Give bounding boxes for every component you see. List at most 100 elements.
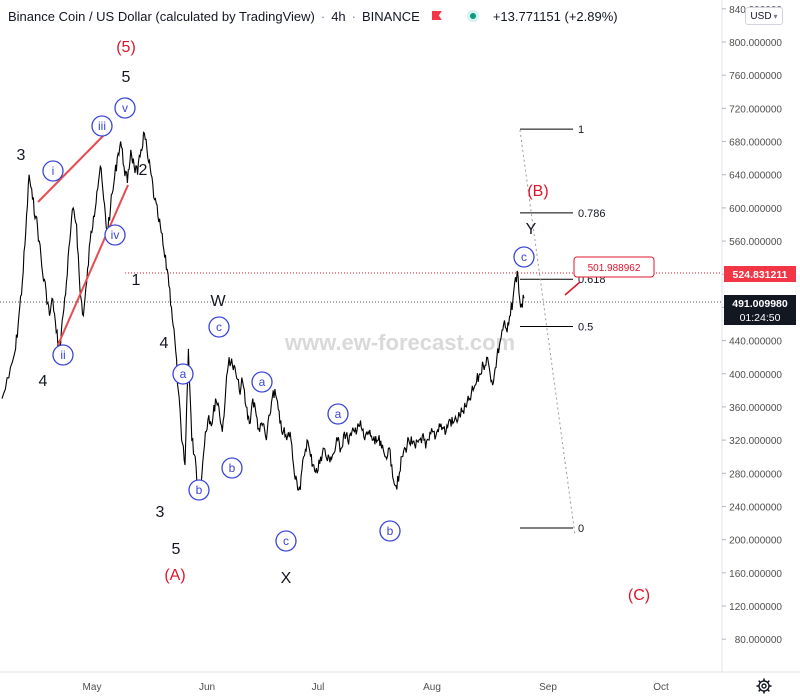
wave-label-black: X (281, 570, 292, 587)
wave-label-black: 3 (156, 504, 165, 521)
fib-trend-line (519, 129, 576, 536)
svg-text:b: b (229, 461, 236, 475)
wave-label-circled: c (208, 316, 230, 338)
callout-box (573, 256, 655, 278)
wave-label-black: 3 (17, 147, 26, 164)
wave-label-black: W (210, 293, 226, 310)
price-tick-label: 280.000000 (729, 469, 782, 480)
wave-label-red: (5) (116, 39, 136, 56)
svg-text:v: v (122, 101, 128, 115)
svg-text:c: c (521, 250, 527, 264)
last-price-tag (724, 295, 796, 325)
wave-label-circled: v (114, 97, 136, 119)
wave-label-black: 1 (132, 272, 141, 289)
callout-arrow (564, 281, 581, 296)
interval-label[interactable]: 4h (331, 8, 346, 24)
wave-label-black: 4 (39, 373, 48, 390)
target-price-tag (724, 266, 796, 282)
price-tick-label: 80.000000 (735, 635, 783, 646)
wave-label-circled: a (172, 363, 194, 385)
price-tick-label: 640.000000 (729, 171, 782, 182)
chevron-down-icon: ▾ (773, 11, 778, 21)
fib-level-label: 0.5 (578, 321, 593, 333)
wave-label-black: 2 (139, 162, 148, 179)
symbol-title[interactable]: Binance Coin / US Dollar (calculated by … (8, 8, 315, 24)
header-separator: · (320, 8, 326, 24)
price-tick-label: 800.000000 (729, 38, 782, 49)
svg-text:a: a (259, 375, 266, 389)
price-tick-label: 560.000000 (729, 237, 782, 248)
price-tick-label: 120.000000 (729, 602, 782, 613)
header-separator: · (351, 8, 357, 24)
price-tick-label: 680.000000 (729, 138, 782, 149)
wave-trendline-lower (57, 184, 129, 346)
price-axis[interactable]: 80.000000 120.000000 160.000000 200.000000 2… (722, 5, 782, 646)
time-tick-label: Oct (653, 682, 669, 693)
price-line (1, 131, 525, 499)
svg-text:i: i (52, 164, 55, 178)
wave-label-circled: c (513, 246, 535, 268)
price-tick-label: 320.000000 (729, 436, 782, 447)
fib-level-label: 0.786 (578, 208, 606, 220)
wave-label-black: 5 (172, 541, 181, 558)
fib-level-label: 0 (578, 523, 584, 535)
exchange-label: BINANCE (362, 8, 420, 24)
wave-label-circled: iv (104, 224, 126, 246)
wave-label-circled: b (379, 520, 401, 542)
wave-label-circled: ii (52, 344, 74, 366)
watermark-text: www.ew-forecast.com (284, 330, 515, 355)
wave-label-circled: b (188, 479, 210, 501)
price-tick-label: 200.000000 (729, 536, 782, 547)
currency-value: USD (750, 10, 772, 22)
price-tick-label: 440.000000 (729, 337, 782, 348)
wave-label-red: (A) (164, 567, 185, 584)
svg-text:iv: iv (111, 228, 120, 242)
time-axis[interactable]: May Jun Jul Aug Sep Oct (83, 682, 669, 693)
time-tick-label: Sep (539, 682, 557, 693)
wave-label-circled: a (251, 371, 273, 393)
time-tick-label: Aug (423, 682, 441, 693)
svg-text:c: c (283, 534, 289, 548)
price-tick-label: 760.000000 (729, 71, 782, 82)
market-status-icon[interactable] (466, 10, 479, 22)
callout-value: 501.988962 (588, 263, 641, 274)
time-tick-label: May (83, 682, 102, 693)
time-tick-label: Jul (312, 682, 325, 693)
wave-label-black: 5 (122, 69, 131, 86)
wave-label-circled: i (42, 160, 64, 182)
wave-label-circled: iii (91, 115, 113, 137)
gear-icon[interactable] (756, 678, 772, 694)
wave-label-circled: a (327, 403, 349, 425)
svg-text:iii: iii (98, 119, 106, 133)
price-tick-label: 240.000000 (729, 502, 782, 513)
wave-label-red: (B) (527, 183, 548, 200)
price-tick-label: 360.000000 (729, 403, 782, 414)
svg-text:ii: ii (60, 348, 65, 362)
wave-label-black: 4 (160, 335, 169, 352)
chart-header: Binance Coin / US Dollar (calculated by … (8, 6, 618, 26)
wave-label-circled: c (275, 530, 297, 552)
price-change: +13.771151 (+2.89%) (492, 8, 618, 24)
wave-labels: (5)(A)(B)(C)53421435WXYiiiiiiivvabcabcab… (17, 39, 651, 604)
svg-text:b: b (387, 524, 394, 538)
wave-trendline-upper (37, 134, 105, 203)
price-tick-label: 160.000000 (729, 569, 782, 580)
last-price-text: 491.009980 (732, 298, 788, 310)
flag-icon[interactable] (432, 11, 443, 21)
price-tick-label: 600.000000 (729, 204, 782, 215)
svg-text:b: b (196, 483, 203, 497)
wave-label-black: Y (526, 221, 537, 238)
wave-label-circled: b (221, 457, 243, 479)
svg-text:a: a (180, 367, 187, 381)
price-tick-label: 720.000000 (729, 104, 782, 115)
time-tick-label: Jun (199, 682, 215, 693)
countdown-text: 01:24:50 (740, 312, 781, 324)
price-tick-label: 400.000000 (729, 370, 782, 381)
svg-text:a: a (335, 407, 342, 421)
wave-label-red: (C) (628, 587, 650, 604)
target-price-text: 524.831211 (733, 269, 788, 281)
fib-level-label: 1 (578, 124, 584, 136)
currency-selector[interactable]: USD ▾ (745, 7, 783, 25)
svg-text:c: c (216, 320, 222, 334)
